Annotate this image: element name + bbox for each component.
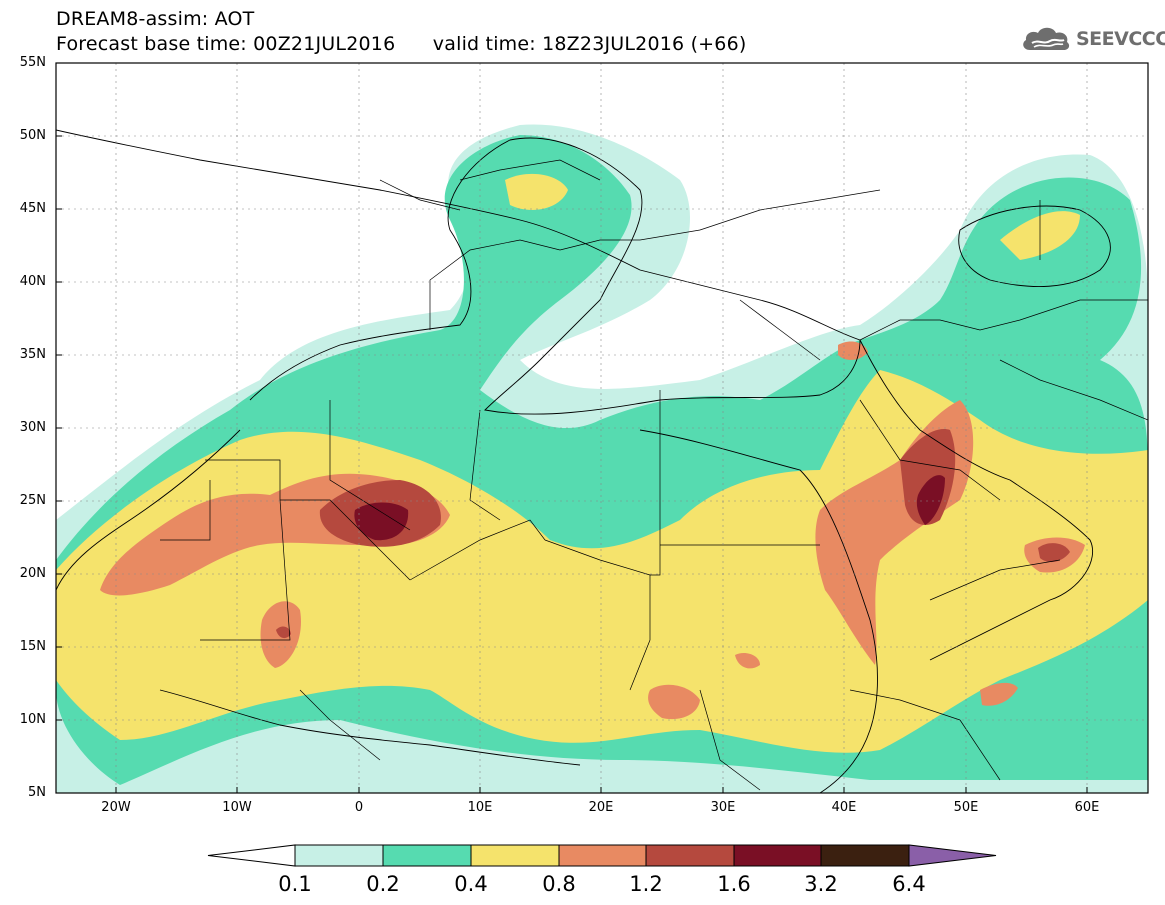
lat-label: 20N — [19, 566, 46, 581]
lat-label: 10N — [19, 712, 46, 727]
colorbar-label: 1.2 — [629, 872, 663, 896]
colorbar-segment-6 — [733, 844, 822, 867]
lon-label: 50E — [953, 800, 979, 815]
valid-time: valid time: 18Z23JUL2016 (+66) — [432, 33, 747, 55]
colorbar-segment-7 — [820, 844, 910, 867]
lat-label: 55N — [19, 55, 46, 70]
lon-label: 10E — [467, 800, 493, 815]
colorbar-segment-2 — [382, 844, 472, 867]
lat-label: 45N — [19, 201, 46, 216]
lon-label: 20W — [101, 800, 131, 815]
logo-text: SEEVCCC — [1076, 28, 1165, 50]
lat-label: 40N — [19, 274, 46, 289]
cloud-icon — [1023, 27, 1070, 50]
base-time: Forecast base time: 00Z21JUL2016 — [56, 33, 396, 55]
lon-label: 60E — [1074, 800, 1100, 815]
colorbar-segment-5 — [645, 844, 735, 867]
colorbar-segment-under — [207, 844, 296, 867]
lon-label: 0 — [354, 800, 364, 815]
colorbar-segment-over — [908, 844, 997, 867]
lon-label: 20E — [588, 800, 614, 815]
colorbar-label: 6.4 — [892, 872, 926, 896]
lat-label: 15N — [19, 639, 46, 654]
lon-label: 10W — [222, 800, 252, 815]
colorbar-label: 0.8 — [542, 872, 576, 896]
colorbar-label: 0.1 — [278, 872, 312, 896]
aot-field — [56, 63, 1148, 793]
colorbar — [207, 844, 997, 867]
colorbar-label: 1.6 — [717, 872, 751, 896]
colorbar-segment-1 — [294, 844, 384, 867]
title-line-1: DREAM8-assim: AOT — [56, 8, 255, 30]
seevccc-logo: SEEVCCC — [1020, 22, 1165, 56]
lat-label: 30N — [19, 420, 46, 435]
colorbar-label: 3.2 — [804, 872, 838, 896]
lon-label: 40E — [831, 800, 857, 815]
colorbar-label: 0.4 — [454, 872, 488, 896]
lat-label: 50N — [19, 128, 46, 143]
colorbar-segment-3 — [470, 844, 560, 867]
title-line-2: Forecast base time: 00Z21JUL2016 valid t… — [56, 33, 747, 55]
lat-label: 35N — [19, 347, 46, 362]
lat-label: 25N — [19, 493, 46, 508]
lon-label: 30E — [710, 800, 736, 815]
lat-label: 5N — [28, 785, 46, 800]
colorbar-segment-4 — [558, 844, 647, 867]
colorbar-label: 0.2 — [366, 872, 400, 896]
